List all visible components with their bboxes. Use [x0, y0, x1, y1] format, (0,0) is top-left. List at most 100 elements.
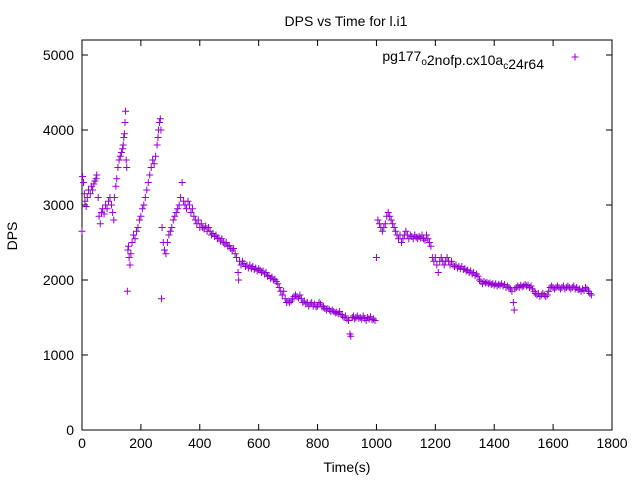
data-point: [158, 224, 166, 231]
data-point: [358, 315, 366, 323]
x-axis-label: Time(s): [324, 459, 371, 475]
data-point: [244, 264, 252, 272]
data-point: [144, 179, 152, 186]
data-point: [542, 293, 550, 300]
data-point: [187, 209, 195, 216]
data-point: [122, 156, 130, 164]
data-point: [212, 231, 220, 239]
data-point: [231, 250, 239, 258]
data-point: [199, 224, 207, 231]
data-point: [190, 212, 198, 220]
data-point: [561, 285, 569, 293]
y-tick-label: 0: [66, 422, 74, 438]
data-point: [427, 242, 435, 250]
data-point: [342, 312, 350, 320]
x-tick-label: 1800: [596, 435, 627, 451]
data-point: [551, 285, 559, 293]
data-point: [79, 179, 87, 186]
data-point: [92, 175, 100, 183]
data-point: [564, 282, 572, 290]
data-point: [171, 212, 179, 220]
data-point: [120, 134, 128, 141]
data-point: [150, 160, 158, 168]
data-point: [259, 267, 267, 275]
data-point: [119, 141, 127, 149]
data-point: [205, 224, 213, 231]
data-point: [141, 194, 149, 201]
data-point: [86, 190, 94, 198]
data-point: [423, 231, 430, 239]
data-point: [278, 291, 286, 299]
data-point: [371, 317, 379, 324]
data-point: [486, 279, 494, 287]
data-point: [527, 282, 535, 290]
data-point: [135, 216, 143, 224]
data-point: [380, 224, 388, 231]
data-point: [474, 272, 482, 280]
data-point: [364, 314, 372, 321]
data-point: [90, 180, 98, 188]
data-point: [185, 201, 193, 209]
data-point: [372, 254, 380, 261]
data-point: [194, 216, 202, 224]
data-point: [536, 293, 544, 300]
data-point: [514, 282, 522, 290]
data-point: [79, 173, 87, 180]
data-point: [78, 227, 86, 235]
y-tick-label: 5000: [43, 47, 74, 63]
data-point: [381, 220, 389, 228]
data-point: [274, 280, 282, 288]
data-point: [124, 246, 132, 254]
data-point: [235, 276, 243, 284]
data-point: [146, 171, 154, 179]
data-point: [417, 234, 425, 242]
data-point: [374, 216, 382, 224]
data-point: [147, 164, 155, 171]
data-points: [78, 107, 595, 340]
data-point: [343, 315, 351, 323]
data-point: [286, 299, 294, 306]
data-point: [266, 275, 274, 282]
data-point: [154, 134, 162, 141]
data-point: [202, 222, 210, 230]
data-point: [110, 194, 118, 201]
data-point: [495, 281, 503, 288]
legend-marker-symbol: [571, 53, 579, 61]
data-point: [183, 205, 191, 213]
data-point: [123, 287, 131, 295]
data-point: [356, 314, 364, 321]
data-point: [158, 295, 165, 303]
y-tick-label: 3000: [43, 197, 74, 213]
data-point: [526, 284, 534, 291]
plot-frame: [81, 39, 613, 431]
data-point: [389, 220, 397, 228]
data-point: [197, 220, 205, 228]
data-point: [336, 308, 344, 315]
y-tick-label: 2000: [43, 272, 74, 288]
data-point: [165, 231, 173, 239]
data-point: [402, 227, 410, 235]
data-point: [315, 299, 323, 306]
data-point: [437, 254, 445, 261]
data-point: [387, 216, 395, 224]
data-point: [545, 287, 553, 295]
data-point: [390, 224, 398, 231]
data-point: [230, 245, 238, 252]
data-point: [250, 266, 258, 273]
x-tick-label: 1200: [420, 435, 451, 451]
data-point: [105, 197, 112, 205]
data-point: [459, 266, 467, 273]
data-point: [125, 242, 133, 250]
data-point: [103, 205, 111, 213]
data-point: [296, 291, 304, 299]
data-point: [115, 156, 123, 164]
data-point: [501, 281, 509, 288]
data-point: [312, 303, 320, 311]
data-point: [177, 194, 185, 201]
data-point: [331, 309, 339, 317]
data-point: [128, 239, 136, 246]
data-point: [586, 290, 594, 297]
x-tick-label: 0: [78, 435, 86, 451]
data-point: [521, 281, 529, 288]
